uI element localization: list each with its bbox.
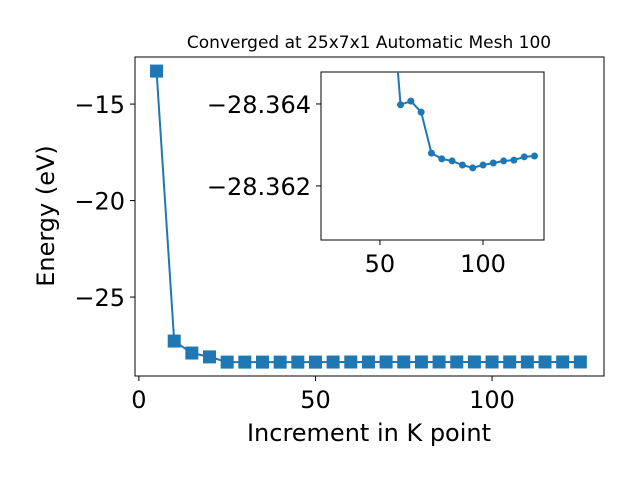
marker <box>432 355 446 369</box>
marker <box>379 355 393 369</box>
marker <box>573 355 587 369</box>
marker <box>308 355 322 369</box>
plot-group <box>396 72 539 172</box>
marker <box>510 156 518 164</box>
marker <box>185 346 199 360</box>
marker <box>458 161 466 169</box>
chart-title: Converged at 25x7x1 Automatic Mesh 100 <box>187 33 551 53</box>
plot-group <box>150 64 587 369</box>
marker <box>448 157 456 165</box>
marker <box>344 355 358 369</box>
marker <box>538 355 552 369</box>
y-tick-label: −20 <box>74 188 125 216</box>
marker <box>417 108 425 116</box>
marker <box>273 355 287 369</box>
marker <box>531 152 539 160</box>
y-tick-label: −15 <box>74 91 125 119</box>
marker <box>469 164 477 172</box>
marker <box>520 355 534 369</box>
marker <box>479 161 487 169</box>
x-tick-label: 100 <box>460 250 506 278</box>
y-tick-label: −25 <box>74 284 125 312</box>
y-axis-label: Energy (eV) <box>32 145 60 287</box>
marker <box>397 101 405 109</box>
y-tick-label: −28.364 <box>207 91 311 119</box>
marker <box>397 355 411 369</box>
marker <box>467 355 481 369</box>
y-tick-label: −28.362 <box>207 173 311 201</box>
marker <box>503 355 517 369</box>
x-axis-label: Increment in K point <box>247 419 491 447</box>
marker <box>485 355 499 369</box>
marker <box>489 159 497 167</box>
marker <box>520 153 528 161</box>
marker <box>291 355 305 369</box>
marker <box>220 355 234 369</box>
marker <box>438 155 446 163</box>
marker <box>167 334 181 348</box>
marker <box>361 355 375 369</box>
marker <box>407 97 415 105</box>
marker <box>500 157 508 165</box>
marker <box>450 355 464 369</box>
marker <box>150 64 164 78</box>
marker <box>255 355 269 369</box>
x-tick-label: 100 <box>469 386 515 414</box>
marker <box>326 355 340 369</box>
marker <box>203 350 217 364</box>
x-tick-label: 50 <box>365 250 396 278</box>
x-tick-label: 0 <box>131 386 146 414</box>
marker <box>414 355 428 369</box>
marker <box>427 149 435 157</box>
marker <box>556 355 570 369</box>
x-tick-label: 50 <box>300 386 331 414</box>
marker <box>238 355 252 369</box>
